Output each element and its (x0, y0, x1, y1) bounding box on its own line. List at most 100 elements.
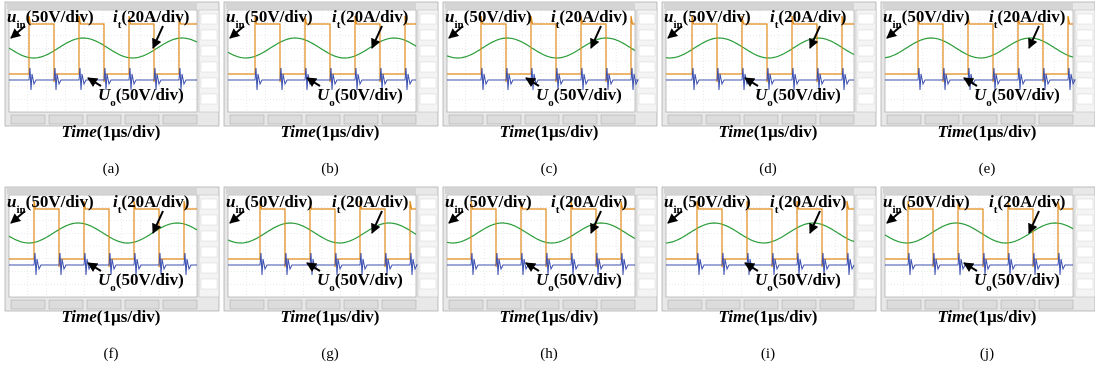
label-part: u (226, 7, 235, 26)
label-part: (50V/div) (335, 85, 403, 104)
menu-item (639, 231, 655, 241)
label-part: (50V/div) (902, 7, 970, 26)
time-label: Time(1µs/div) (719, 307, 818, 326)
menu-item (639, 199, 655, 209)
menu-button (449, 300, 483, 309)
label-part: Time (281, 307, 317, 326)
panel-caption: (b) (321, 161, 339, 177)
label-part: U (536, 85, 549, 104)
time-label: Time(1µs/div) (500, 122, 599, 141)
label-part: (20A/div) (121, 192, 189, 211)
menu-item (1077, 78, 1093, 88)
menu-item (201, 46, 217, 56)
menu-item (420, 94, 436, 104)
menu-button (1039, 300, 1073, 309)
menu-item (420, 78, 436, 88)
scope-panel: uin(50V/div)it(20A/div)Uo(50V/div)Time(1… (224, 2, 438, 177)
menu-item (1077, 263, 1093, 273)
label-part: U (755, 270, 768, 289)
menu-button (230, 115, 264, 124)
label-part: (1µs/div) (316, 122, 380, 141)
menu-item (1077, 30, 1093, 40)
panel-caption: (f) (104, 346, 119, 362)
label-part: (20A/div) (559, 192, 627, 211)
menu-item (420, 279, 436, 289)
scope-panel: uin(50V/div)it(20A/div)Uo(50V/div)Time(1… (662, 187, 876, 362)
menu-item (639, 279, 655, 289)
panel-caption: (c) (541, 161, 558, 177)
label-part: (50V/div) (902, 192, 970, 211)
menu-item (201, 199, 217, 209)
label-part: (50V/div) (554, 85, 622, 104)
menu-item (420, 199, 436, 209)
label-part: (50V/div) (26, 7, 94, 26)
menu-item (858, 78, 874, 88)
menu-item (639, 30, 655, 40)
menu-item (201, 78, 217, 88)
menu-item (201, 231, 217, 241)
menu-button (601, 300, 635, 309)
label-part: u (664, 7, 673, 26)
label-part: Time (719, 122, 755, 141)
label-part: (1µs/div) (754, 307, 818, 326)
label-part: (50V/div) (464, 192, 532, 211)
label-part: (50V/div) (335, 270, 403, 289)
label-part: (50V/div) (116, 270, 184, 289)
menu-item (858, 14, 874, 24)
menu-item (420, 263, 436, 273)
menu-item (1077, 215, 1093, 225)
label-part: u (7, 7, 16, 26)
label-part: (50V/div) (773, 85, 841, 104)
label-part: (20A/div) (340, 7, 408, 26)
menu-item (639, 247, 655, 257)
scope-panel: uin(50V/div)it(20A/div)Uo(50V/div)Time(1… (881, 187, 1095, 362)
menu-item (420, 215, 436, 225)
panel-caption: (d) (759, 161, 777, 177)
menu-item (858, 279, 874, 289)
scope-panel: uin(50V/div)it(20A/div)Uo(50V/div)Time(1… (5, 2, 219, 177)
menu-item (420, 62, 436, 72)
label-part: (20A/div) (997, 192, 1065, 211)
scope-panel: uin(50V/div)it(20A/div)Uo(50V/div)Time(1… (443, 2, 657, 177)
menu-item (858, 199, 874, 209)
menu-button (382, 115, 416, 124)
label-part: U (317, 85, 330, 104)
label-part: (50V/div) (26, 192, 94, 211)
menu-item (201, 247, 217, 257)
menu-item (201, 94, 217, 104)
label-part: (50V/div) (683, 192, 751, 211)
menu-item (858, 94, 874, 104)
menu-item (420, 14, 436, 24)
label-part: (1µs/div) (97, 122, 161, 141)
menu-item (858, 62, 874, 72)
time-label: Time(1µs/div) (62, 307, 161, 326)
label-part: (20A/div) (997, 7, 1065, 26)
label-part: (1µs/div) (754, 122, 818, 141)
menu-item (639, 94, 655, 104)
menu-item (1077, 231, 1093, 241)
label-part: (50V/div) (245, 7, 313, 26)
menu-item (639, 62, 655, 72)
menu-item (858, 231, 874, 241)
menu-item (1077, 247, 1093, 257)
menu-button (230, 300, 264, 309)
label-part: Time (500, 122, 536, 141)
label-part: (50V/div) (554, 270, 622, 289)
menu-item (858, 46, 874, 56)
label-part: (50V/div) (773, 270, 841, 289)
panel-caption: (i) (761, 346, 775, 362)
scope-panel: uin(50V/div)it(20A/div)Uo(50V/div)Time(1… (5, 187, 219, 362)
menu-item (201, 279, 217, 289)
menu-item (639, 46, 655, 56)
label-part: (20A/div) (778, 192, 846, 211)
menu-item (420, 46, 436, 56)
label-part: Time (938, 122, 974, 141)
scope-panel: uin(50V/div)it(20A/div)Uo(50V/div)Time(1… (881, 2, 1095, 177)
menu-item (201, 30, 217, 40)
label-part: Time (500, 307, 536, 326)
label-part: (1µs/div) (973, 122, 1037, 141)
menu-button (668, 300, 702, 309)
label-part: U (98, 270, 111, 289)
panel-caption: (e) (979, 161, 996, 177)
label-part: (20A/div) (340, 192, 408, 211)
